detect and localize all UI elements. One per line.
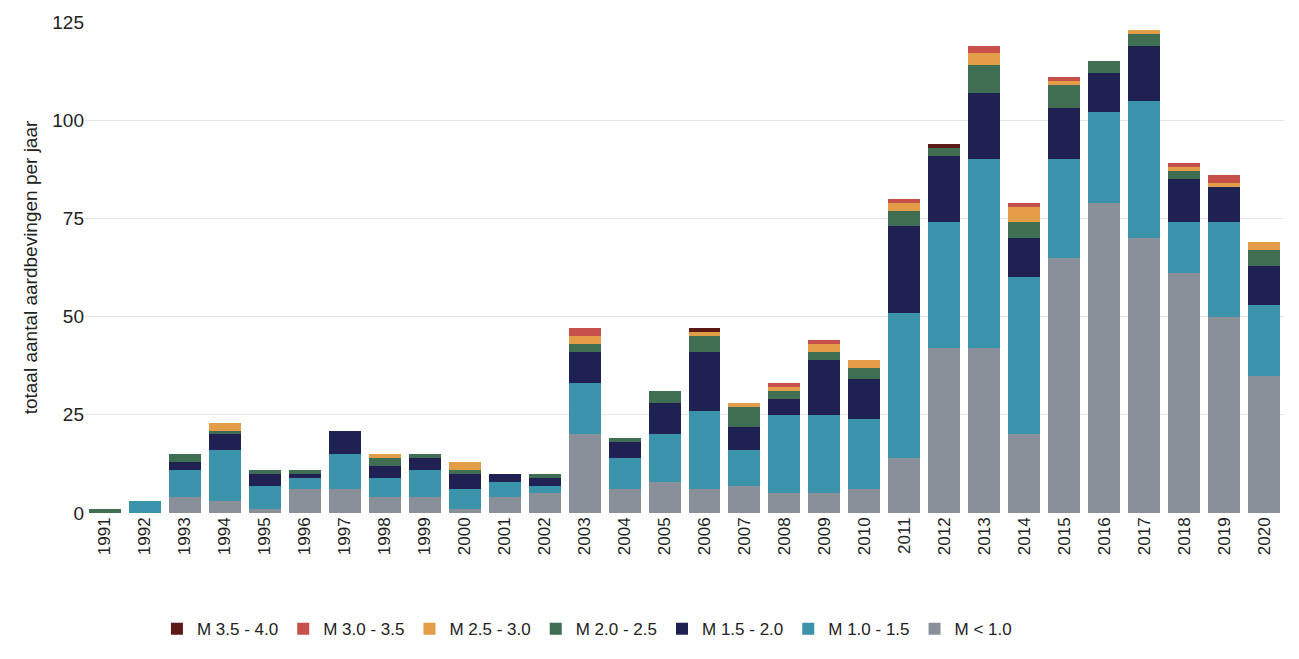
svg-text:2010: 2010: [855, 517, 874, 555]
svg-text:2002: 2002: [535, 517, 554, 555]
svg-text:2007: 2007: [735, 517, 754, 555]
svg-text:2013: 2013: [975, 517, 994, 555]
svg-text:M 2.5 - 3.0: M 2.5 - 3.0: [449, 620, 530, 639]
svg-text:1998: 1998: [375, 517, 394, 555]
svg-text:2018: 2018: [1175, 517, 1194, 555]
svg-text:2004: 2004: [615, 517, 634, 555]
svg-text:2000: 2000: [455, 517, 474, 555]
svg-text:1996: 1996: [295, 517, 314, 555]
svg-text:1995: 1995: [255, 517, 274, 555]
svg-text:2019: 2019: [1215, 517, 1234, 555]
svg-text:M 1.5 - 2.0: M 1.5 - 2.0: [702, 620, 783, 639]
svg-text:2015: 2015: [1055, 517, 1074, 555]
svg-text:2006: 2006: [695, 517, 714, 555]
svg-text:2001: 2001: [495, 517, 514, 555]
svg-text:125: 125: [52, 12, 84, 33]
svg-text:2011: 2011: [895, 517, 914, 554]
svg-text:2009: 2009: [815, 517, 834, 555]
svg-text:2014: 2014: [1015, 517, 1034, 555]
svg-text:0: 0: [73, 503, 84, 524]
svg-text:2016: 2016: [1095, 517, 1114, 555]
svg-text:1997: 1997: [335, 517, 354, 555]
svg-text:2012: 2012: [935, 517, 954, 555]
svg-text:25: 25: [63, 404, 84, 425]
svg-text:M < 1.0: M < 1.0: [955, 620, 1012, 639]
svg-text:75: 75: [63, 208, 84, 229]
svg-text:2017: 2017: [1135, 517, 1154, 555]
svg-text:M 2.0 - 2.5: M 2.0 - 2.5: [576, 620, 657, 639]
svg-text:2005: 2005: [655, 517, 674, 555]
svg-text:50: 50: [63, 306, 84, 327]
svg-text:1999: 1999: [415, 517, 434, 555]
svg-text:2003: 2003: [575, 517, 594, 555]
svg-text:100: 100: [52, 110, 84, 131]
svg-text:M 3.5 - 4.0: M 3.5 - 4.0: [197, 620, 278, 639]
svg-text:2020: 2020: [1255, 517, 1274, 555]
svg-text:totaal aantal aardbevingen per: totaal aantal aardbevingen per jaar: [20, 120, 41, 414]
svg-text:1991: 1991: [96, 517, 115, 555]
svg-text:M 3.0 - 3.5: M 3.0 - 3.5: [323, 620, 404, 639]
svg-text:1993: 1993: [175, 517, 194, 555]
svg-text:1994: 1994: [215, 517, 234, 555]
svg-text:2008: 2008: [775, 517, 794, 555]
svg-text:M 1.0 - 1.5: M 1.0 - 1.5: [828, 620, 909, 639]
svg-text:1992: 1992: [135, 517, 154, 555]
